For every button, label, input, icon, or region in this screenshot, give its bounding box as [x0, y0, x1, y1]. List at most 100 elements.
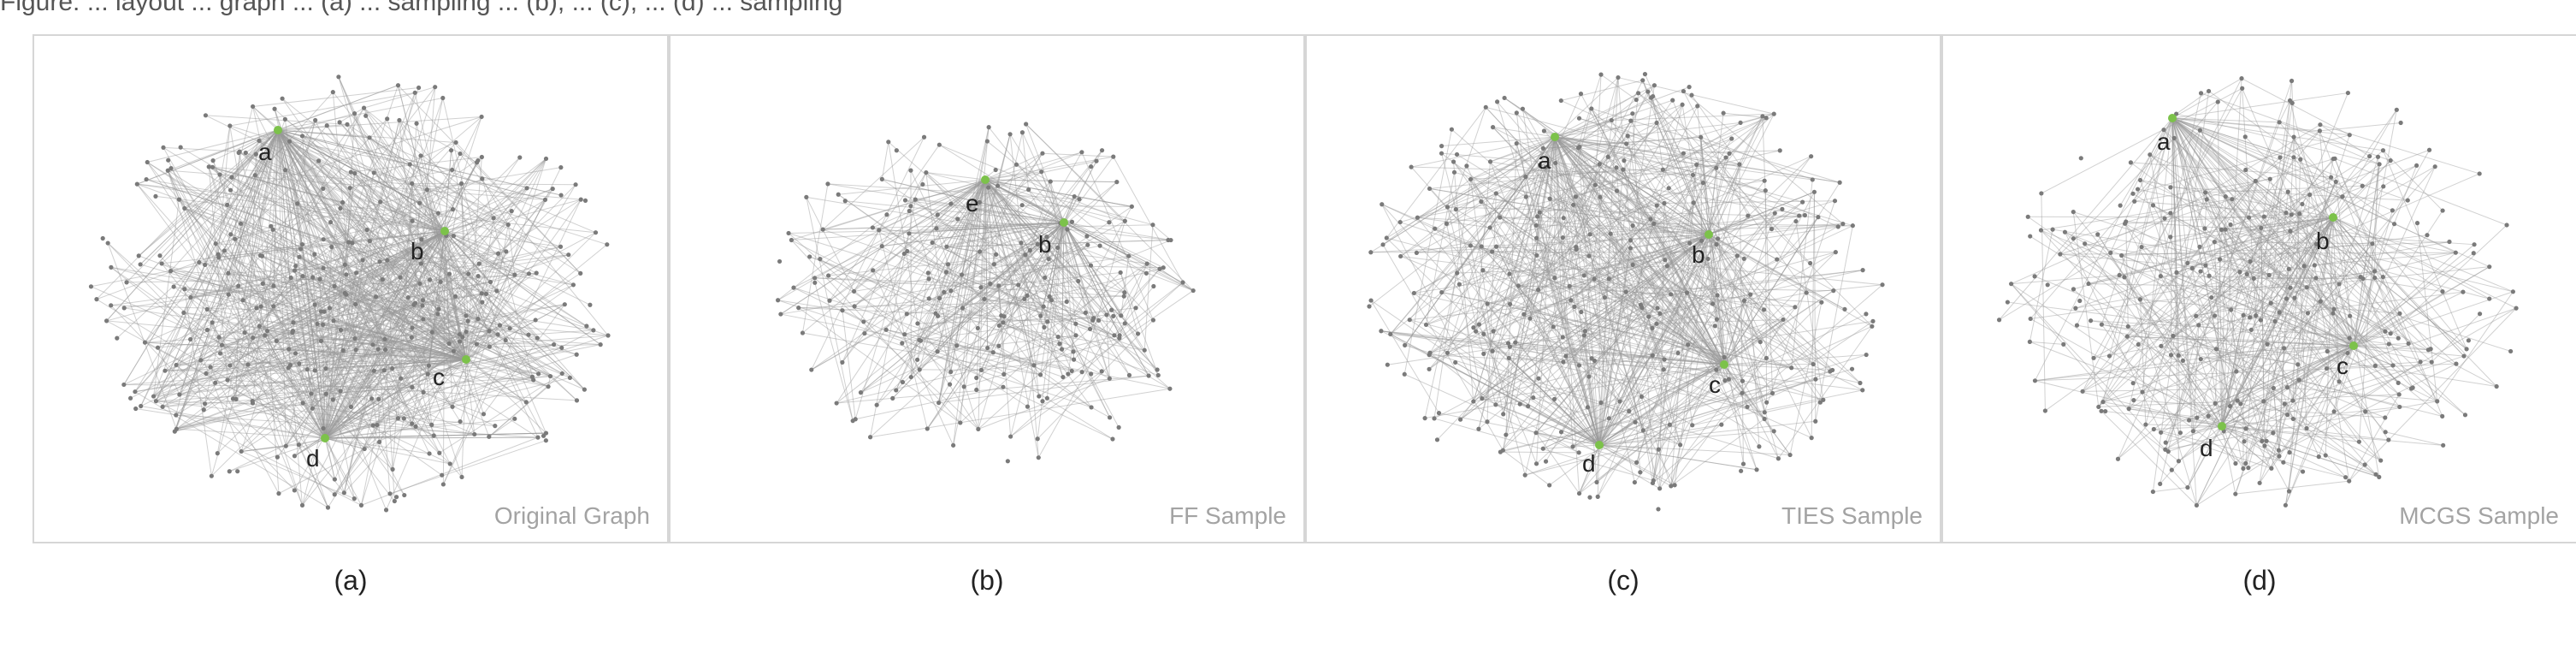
graph-node: [1662, 357, 1667, 362]
graph-edge: [208, 166, 228, 381]
graph-edge: [780, 313, 1072, 371]
graph-edge: [2319, 130, 2399, 339]
graph-edge: [984, 171, 1042, 181]
graph-node: [165, 168, 170, 173]
graph-edge: [1999, 117, 2173, 321]
graph-edge: [1689, 200, 1835, 244]
subcaption-d: (d): [2242, 565, 2277, 596]
graph-edge: [2129, 408, 2389, 441]
graph-node: [1129, 204, 1134, 209]
graph-edge: [936, 218, 958, 229]
graph-edge: [170, 270, 467, 360]
graph-edge: [2160, 345, 2443, 417]
graph-node: [290, 329, 295, 335]
graph-edge: [1554, 136, 1610, 279]
graph-original: [88, 74, 611, 513]
graph-edge: [2134, 200, 2287, 214]
graph-node: [551, 341, 557, 347]
graph-edge: [984, 179, 1194, 291]
graph-edge: [2187, 217, 2334, 264]
graph-edge: [1508, 358, 1600, 446]
graph-node: [2271, 430, 2276, 436]
graph-edge: [1475, 330, 1600, 446]
graph-edge: [301, 244, 326, 439]
graph-edge: [1486, 234, 1710, 305]
graph-edge: [919, 179, 986, 341]
graph-edge: [422, 391, 484, 415]
graph-node: [1513, 340, 1518, 345]
graph-edge: [2319, 122, 2402, 132]
graph-edge: [218, 230, 446, 255]
graph-edge: [1574, 306, 1725, 365]
graph-edge: [252, 106, 326, 439]
graph-edge: [1537, 148, 1544, 217]
graph-node: [2278, 155, 2283, 160]
graph-edge: [376, 341, 460, 425]
graph-node: [984, 139, 990, 144]
graph-edge: [229, 92, 416, 127]
graph-edge: [137, 183, 596, 234]
graph-edge: [153, 116, 482, 397]
graph-edge: [1554, 136, 1767, 359]
graph-edge: [324, 376, 533, 439]
graph-edge: [2221, 425, 2379, 478]
graph-edge: [836, 222, 1065, 404]
graph-edge: [198, 230, 446, 263]
graph-edge: [1554, 77, 1619, 138]
graph-node: [100, 235, 105, 241]
graph-node: [364, 227, 369, 233]
graph-node: [2137, 297, 2143, 302]
graph-edge: [208, 166, 421, 284]
graph-edge: [288, 348, 303, 506]
graph-edge: [1591, 223, 1844, 359]
graph-node: [535, 435, 541, 440]
graph-edge: [2306, 307, 2517, 429]
graph-node: [905, 248, 910, 254]
graph-node: [2386, 341, 2391, 347]
graph-node: [1079, 150, 1084, 155]
graph-edge: [2198, 291, 2463, 326]
graph-edge: [156, 332, 293, 402]
graph-node: [1487, 159, 1493, 164]
graph-node: [993, 167, 998, 173]
graph-node: [2261, 214, 2266, 219]
graph-edge: [1535, 234, 1710, 434]
graph-node: [1454, 151, 1460, 157]
graph-node: [2123, 221, 2128, 226]
graph-edge: [1554, 136, 1644, 431]
graph-node: [2027, 339, 2032, 344]
graph-node: [181, 310, 186, 316]
graph-edge: [205, 115, 348, 125]
graph-node: [1578, 92, 1584, 97]
graph-edge: [904, 252, 1090, 329]
graph-edge: [288, 348, 467, 360]
graph-node: [1691, 200, 1696, 205]
graph-node: [562, 302, 567, 307]
graph-edge: [287, 367, 326, 439]
graph-node: [1001, 314, 1007, 319]
graph-edge: [1653, 223, 1853, 227]
graph-edge: [1708, 234, 1824, 401]
graph-node: [2300, 469, 2306, 474]
graph-node: [1561, 216, 1566, 221]
graph-node: [2171, 333, 2176, 339]
graph-node: [1504, 432, 1509, 437]
graph-edge: [1492, 127, 1717, 245]
graph-edge: [153, 276, 304, 397]
graph-node: [1019, 130, 1025, 135]
graph-node: [2318, 299, 2323, 304]
graph-edge: [2171, 117, 2271, 180]
graph-edge: [2191, 268, 2223, 427]
graph-edge: [227, 272, 386, 340]
graph-edge: [791, 222, 1065, 241]
graph-edge: [2171, 117, 2395, 225]
graph-edge: [437, 313, 450, 344]
graph-edge: [2124, 223, 2201, 359]
graph-edge: [411, 183, 433, 333]
graph-edge: [2173, 138, 2399, 383]
graph-edge: [950, 179, 986, 372]
graph-edge: [372, 387, 413, 426]
graph-edge: [1016, 163, 1051, 182]
graph-edge: [274, 108, 529, 335]
graph-node: [2494, 383, 2499, 389]
